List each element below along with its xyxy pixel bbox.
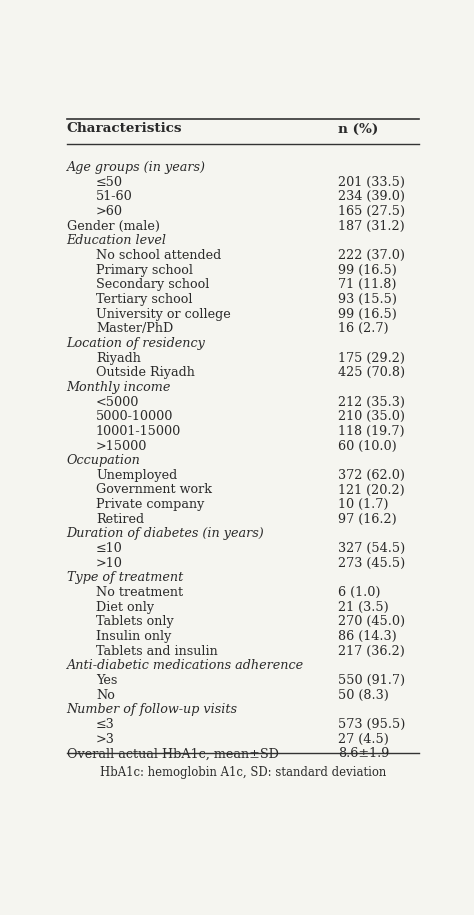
Text: 121 (20.2): 121 (20.2) <box>338 483 405 497</box>
Text: >15000: >15000 <box>96 439 147 453</box>
Text: Riyadh: Riyadh <box>96 351 141 364</box>
Text: Age groups (in years): Age groups (in years) <box>66 161 206 174</box>
Text: 327 (54.5): 327 (54.5) <box>338 542 406 555</box>
Text: 201 (33.5): 201 (33.5) <box>338 176 405 188</box>
Text: 16 (2.7): 16 (2.7) <box>338 322 389 335</box>
Text: Monthly income: Monthly income <box>66 381 171 394</box>
Text: Location of residency: Location of residency <box>66 337 205 350</box>
Text: Unemployed: Unemployed <box>96 468 177 482</box>
Text: Master/PhD: Master/PhD <box>96 322 173 335</box>
Text: Government work: Government work <box>96 483 212 497</box>
Text: 175 (29.2): 175 (29.2) <box>338 351 405 364</box>
Text: 51-60: 51-60 <box>96 190 133 203</box>
Text: 425 (70.8): 425 (70.8) <box>338 366 406 379</box>
Text: No school attended: No school attended <box>96 249 221 262</box>
Text: No: No <box>96 689 115 702</box>
Text: University or college: University or college <box>96 307 231 320</box>
Text: 550 (91.7): 550 (91.7) <box>338 674 406 687</box>
Text: 50 (8.3): 50 (8.3) <box>338 689 389 702</box>
Text: Type of treatment: Type of treatment <box>66 572 183 585</box>
Text: Characteristics: Characteristics <box>66 123 182 135</box>
Text: 99 (16.5): 99 (16.5) <box>338 264 397 276</box>
Text: 21 (3.5): 21 (3.5) <box>338 601 389 614</box>
Text: Private company: Private company <box>96 498 204 511</box>
Text: 118 (19.7): 118 (19.7) <box>338 425 405 438</box>
Text: 273 (45.5): 273 (45.5) <box>338 556 406 570</box>
Text: Anti-diabetic medications adherence: Anti-diabetic medications adherence <box>66 660 304 673</box>
Text: 99 (16.5): 99 (16.5) <box>338 307 397 320</box>
Text: 8.6±1.9: 8.6±1.9 <box>338 748 390 760</box>
Text: 222 (37.0): 222 (37.0) <box>338 249 405 262</box>
Text: Tablets only: Tablets only <box>96 616 174 629</box>
Text: ≤3: ≤3 <box>96 718 115 731</box>
Text: 270 (45.0): 270 (45.0) <box>338 616 406 629</box>
Text: 234 (39.0): 234 (39.0) <box>338 190 405 203</box>
Text: Insulin only: Insulin only <box>96 630 172 643</box>
Text: 187 (31.2): 187 (31.2) <box>338 220 405 232</box>
Text: 71 (11.8): 71 (11.8) <box>338 278 397 291</box>
Text: Education level: Education level <box>66 234 166 247</box>
Text: >10: >10 <box>96 556 123 570</box>
Text: Tertiary school: Tertiary school <box>96 293 192 306</box>
Text: Tablets and insulin: Tablets and insulin <box>96 645 218 658</box>
Text: No treatment: No treatment <box>96 587 183 599</box>
Text: Primary school: Primary school <box>96 264 193 276</box>
Text: 60 (10.0): 60 (10.0) <box>338 439 397 453</box>
Text: Yes: Yes <box>96 674 118 687</box>
Text: Retired: Retired <box>96 512 144 526</box>
Text: 217 (36.2): 217 (36.2) <box>338 645 405 658</box>
Text: 93 (15.5): 93 (15.5) <box>338 293 397 306</box>
Text: 97 (16.2): 97 (16.2) <box>338 512 397 526</box>
Text: 212 (35.3): 212 (35.3) <box>338 395 405 409</box>
Text: 10001-15000: 10001-15000 <box>96 425 181 438</box>
Text: 86 (14.3): 86 (14.3) <box>338 630 397 643</box>
Text: Occupation: Occupation <box>66 454 140 468</box>
Text: 5000-10000: 5000-10000 <box>96 410 173 424</box>
Text: HbA1c: hemoglobin A1c, SD: standard deviation: HbA1c: hemoglobin A1c, SD: standard devi… <box>100 766 386 779</box>
Text: 6 (1.0): 6 (1.0) <box>338 587 381 599</box>
Text: Secondary school: Secondary school <box>96 278 210 291</box>
Text: Number of follow-up visits: Number of follow-up visits <box>66 704 237 716</box>
Text: <5000: <5000 <box>96 395 139 409</box>
Text: Gender (male): Gender (male) <box>66 220 160 232</box>
Text: ≤10: ≤10 <box>96 542 123 555</box>
Text: n (%): n (%) <box>338 123 379 135</box>
Text: >3: >3 <box>96 733 115 746</box>
Text: 27 (4.5): 27 (4.5) <box>338 733 389 746</box>
Text: Overall actual HbA1c, mean±SD: Overall actual HbA1c, mean±SD <box>66 748 278 760</box>
Text: Outside Riyadh: Outside Riyadh <box>96 366 195 379</box>
Text: >60: >60 <box>96 205 123 218</box>
Text: 372 (62.0): 372 (62.0) <box>338 468 405 482</box>
Text: 10 (1.7): 10 (1.7) <box>338 498 389 511</box>
Text: Duration of diabetes (in years): Duration of diabetes (in years) <box>66 527 264 541</box>
Text: 165 (27.5): 165 (27.5) <box>338 205 406 218</box>
Text: 210 (35.0): 210 (35.0) <box>338 410 405 424</box>
Text: Diet only: Diet only <box>96 601 154 614</box>
Text: ≤50: ≤50 <box>96 176 123 188</box>
Text: 573 (95.5): 573 (95.5) <box>338 718 406 731</box>
